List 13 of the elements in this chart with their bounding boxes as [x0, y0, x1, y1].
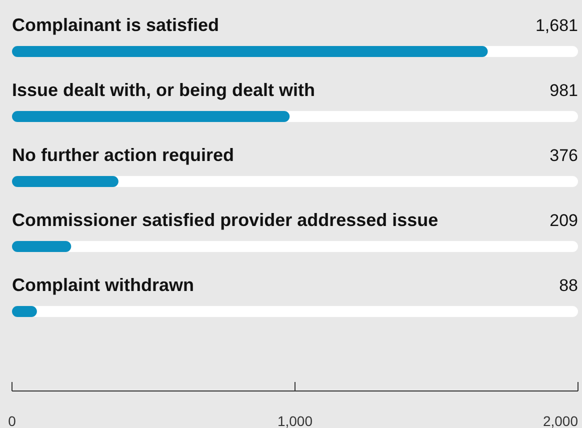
y-tick-label: Complainant is satisfied	[12, 15, 220, 35]
y-tick-label: Complaint withdrawn	[12, 275, 194, 295]
data-label: 209	[550, 211, 578, 230]
data-label: 88	[559, 276, 578, 295]
data-label: 981	[550, 81, 578, 100]
y-tick-label: Commissioner satisfied provider addressed issue	[12, 210, 438, 230]
y-tick-label: No further action required	[12, 145, 234, 165]
x-tick-label: 1,000	[277, 413, 313, 428]
y-tick-label: Issue dealt with, or being dealt with	[12, 80, 316, 100]
x-tick-label: 2,000	[542, 413, 578, 428]
x-tick-label: 0	[8, 413, 16, 428]
data-label: 376	[550, 146, 578, 165]
data-label: 1,681	[535, 16, 578, 35]
